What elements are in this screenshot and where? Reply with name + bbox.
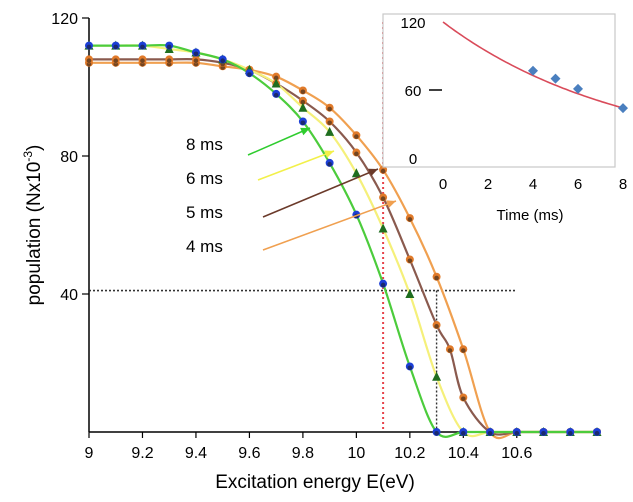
series-arrow-head	[300, 127, 310, 136]
y-tick-label: 80	[60, 149, 78, 166]
data-point	[298, 102, 308, 112]
data-point-shadow	[380, 196, 386, 201]
data-point-shadow	[434, 324, 439, 329]
series-arrow-shaft	[247, 127, 311, 156]
x-axis-label: Excitation energy E(eV)	[215, 472, 415, 493]
x-tick-label: 10.4	[448, 445, 479, 462]
data-point-shadow	[193, 58, 199, 63]
data-point-shadow	[140, 58, 145, 63]
data-point	[351, 168, 361, 178]
y-tick-label: 120	[51, 11, 78, 28]
inset-data-point	[573, 83, 583, 94]
inset-data-point	[618, 103, 628, 114]
series-arrow-head	[324, 150, 334, 158]
data-point-shadow	[407, 365, 413, 371]
data-point-shadow	[594, 431, 600, 436]
inset-data-point	[550, 73, 561, 84]
y-tick-label: 40	[60, 287, 78, 304]
x-tick-label: 9	[85, 445, 94, 462]
series-arrow-shaft	[257, 150, 335, 181]
data-point-shadow	[514, 431, 520, 436]
inset-y-tick-label: 0	[409, 151, 417, 168]
data-point-shadow	[247, 72, 252, 77]
data-point-shadow	[567, 431, 573, 436]
data-point-shadow	[461, 348, 466, 353]
y-axis-label-exponent: -3	[21, 151, 35, 162]
data-point-shadow	[113, 58, 119, 63]
x-tick-label: 10.2	[394, 445, 425, 462]
inset-x-tick-label: 8	[619, 176, 627, 193]
inset-chart: 0 2 4 6 8 0 60 120 Time (ms)	[382, 13, 628, 224]
data-point-shadow	[461, 396, 466, 402]
inset-x-tick-label: 2	[484, 176, 492, 193]
data-point	[325, 126, 335, 136]
series-arrow-head	[368, 168, 378, 177]
data-point-shadow	[327, 161, 332, 167]
series-label: 5 ms	[186, 203, 223, 222]
data-point-shadow	[140, 44, 145, 50]
data-point-shadow	[447, 348, 453, 353]
x-tick-label: 9.2	[131, 445, 153, 462]
x-tick-label: 10	[347, 445, 365, 462]
data-point-shadow	[166, 58, 172, 63]
data-point-shadow	[300, 99, 306, 105]
inset-x-axis-label: Time (ms)	[497, 207, 564, 224]
y-axis-label-main: population (Nx10	[24, 162, 45, 306]
data-point-shadow	[541, 431, 546, 436]
data-point-shadow	[380, 168, 386, 174]
data-point-shadow	[327, 106, 332, 112]
data-point-shadow	[86, 58, 92, 63]
data-point-shadow	[354, 134, 359, 139]
series-arrow-shaft	[262, 200, 397, 251]
data-point-shadow	[487, 431, 493, 436]
series-label: 6 ms	[186, 169, 223, 188]
data-point	[432, 371, 442, 381]
series-arrow-shaft	[262, 168, 379, 218]
data-point-shadow	[407, 258, 413, 264]
data-point-shadow	[273, 92, 279, 98]
inset-x-tick-label: 6	[574, 176, 582, 193]
data-point-shadow	[220, 58, 225, 63]
series-label: 8 ms	[186, 135, 223, 154]
data-point-shadow	[273, 75, 279, 81]
data-point-shadow	[300, 120, 306, 126]
data-point	[378, 223, 388, 233]
data-point-shadow	[354, 151, 359, 157]
data-point-shadow	[434, 431, 439, 436]
inset-y-tick-label: 120	[400, 15, 425, 32]
data-point-shadow	[327, 120, 332, 126]
x-tick-label: 10.6	[501, 445, 532, 462]
inset-x-tick-label: 0	[439, 176, 447, 193]
series-label: 4 ms	[186, 237, 223, 256]
x-tick-label: 9.4	[185, 445, 207, 462]
data-point-shadow	[461, 431, 466, 436]
y-axis-label-close: )	[24, 145, 45, 151]
data-point-shadow	[113, 44, 119, 50]
data-point-shadow	[380, 282, 386, 288]
y-axis-label: population (Nx10-3)	[21, 145, 45, 306]
data-point	[271, 78, 281, 88]
series-arrow-head	[386, 200, 396, 208]
inset-x-tick-label: 4	[529, 176, 537, 193]
x-tick-label: 9.6	[238, 445, 260, 462]
data-point-shadow	[86, 44, 92, 50]
inset-y-tick-label: 60	[405, 83, 422, 100]
series-line	[89, 43, 597, 438]
data-point-shadow	[193, 51, 199, 57]
inset-data-point	[528, 65, 538, 76]
data-point-shadow	[434, 275, 439, 281]
data-point-shadow	[300, 89, 306, 95]
x-tick-label: 9.8	[292, 445, 314, 462]
data-point-shadow	[407, 217, 413, 222]
data-point	[405, 289, 415, 298]
data-point-shadow	[166, 44, 172, 50]
